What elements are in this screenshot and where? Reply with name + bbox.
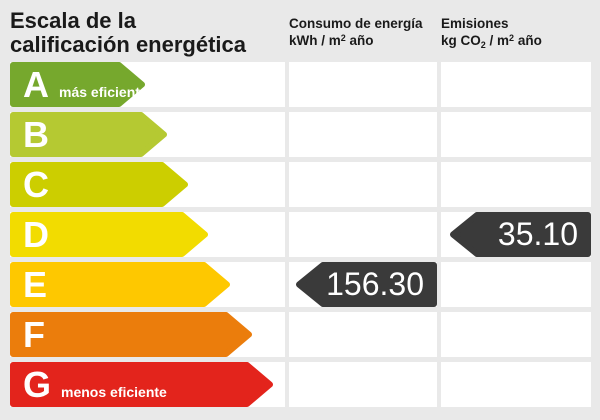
rating-bar-text-G: G menos eficiente [10, 362, 167, 407]
consumo-cell-F [289, 312, 437, 357]
rating-arrow-G [10, 362, 273, 407]
rating-bar-text-F: F [10, 312, 55, 357]
rating-bar-cell-B: B [10, 112, 285, 157]
rating-label-A: más eficiente [59, 84, 148, 100]
rating-bar-text-D: D [10, 212, 59, 257]
emisiones-value: 35.10 [497, 216, 578, 252]
consumo-badge-arrow [296, 262, 437, 307]
consumo-cell-G [289, 362, 437, 407]
consumo-header-unit: kWh / m2 año [289, 33, 374, 48]
consumo-cell-E: 156.30 [289, 262, 437, 307]
rating-letter-G: G [23, 364, 52, 405]
rating-bar-cell-A: A más eficiente [10, 62, 285, 107]
emisiones-cell-D: 35.10 [441, 212, 591, 257]
column-header-consumo: Consumo de energía kWh / m2 año [289, 16, 423, 48]
page-title: Escala de la calificación energética [10, 9, 246, 57]
rating-bar-cell-C: C [10, 162, 285, 207]
rating-bar-cell-E: E [10, 262, 285, 307]
consumo-value-badge: 156.30 [296, 262, 437, 307]
rating-letter-A: A [23, 64, 49, 105]
rating-bar-text-B: B [10, 112, 59, 157]
rating-bar-text-C: C [10, 162, 59, 207]
rating-arrow-B [10, 112, 167, 157]
consumo-cell-D [289, 212, 437, 257]
consumo-cell-B [289, 112, 437, 157]
rating-letter-D: D [23, 214, 49, 255]
rating-arrow-D [10, 212, 208, 257]
emisiones-header-unit: kg CO2 / m2 año [441, 33, 542, 50]
rating-bar-text-A: A más eficiente [10, 62, 148, 107]
rating-bar-cell-G: G menos eficiente [10, 362, 285, 407]
rating-arrow-E [10, 262, 230, 307]
rating-arrow-A [10, 62, 145, 107]
consumo-cell-A [289, 62, 437, 107]
rating-letter-B: B [23, 114, 49, 155]
page-title-line2: calificación energética [10, 32, 246, 57]
emisiones-value-badge: 35.10 [450, 212, 591, 257]
consumo-cell-C [289, 162, 437, 207]
emisiones-cell-B [441, 112, 591, 157]
rating-bar-cell-D: D [10, 212, 285, 257]
emisiones-cell-E [441, 262, 591, 307]
emisiones-cell-G [441, 362, 591, 407]
rating-bar-text-E: E [10, 262, 57, 307]
rating-letter-E: E [23, 264, 48, 305]
consumo-header-title: Consumo de energía [289, 16, 423, 31]
rating-label-G: menos eficiente [61, 384, 167, 400]
page-title-line1: Escala de la [10, 8, 136, 33]
emisiones-badge-arrow [450, 212, 591, 257]
rating-letter-F: F [23, 314, 45, 355]
rating-bar-cell-F: F [10, 312, 285, 357]
rating-arrow-C [10, 162, 188, 207]
emisiones-cell-F [441, 312, 591, 357]
column-header-emisiones: Emisiones kg CO2 / m2 año [441, 16, 542, 53]
emisiones-header-title: Emisiones [441, 16, 509, 31]
consumo-value: 156.30 [326, 266, 424, 302]
rating-table: A más eficiente B C [0, 62, 600, 407]
emisiones-cell-A [441, 62, 591, 107]
rating-letter-C: C [23, 164, 49, 205]
rating-arrow-F [10, 312, 252, 357]
emisiones-cell-C [441, 162, 591, 207]
